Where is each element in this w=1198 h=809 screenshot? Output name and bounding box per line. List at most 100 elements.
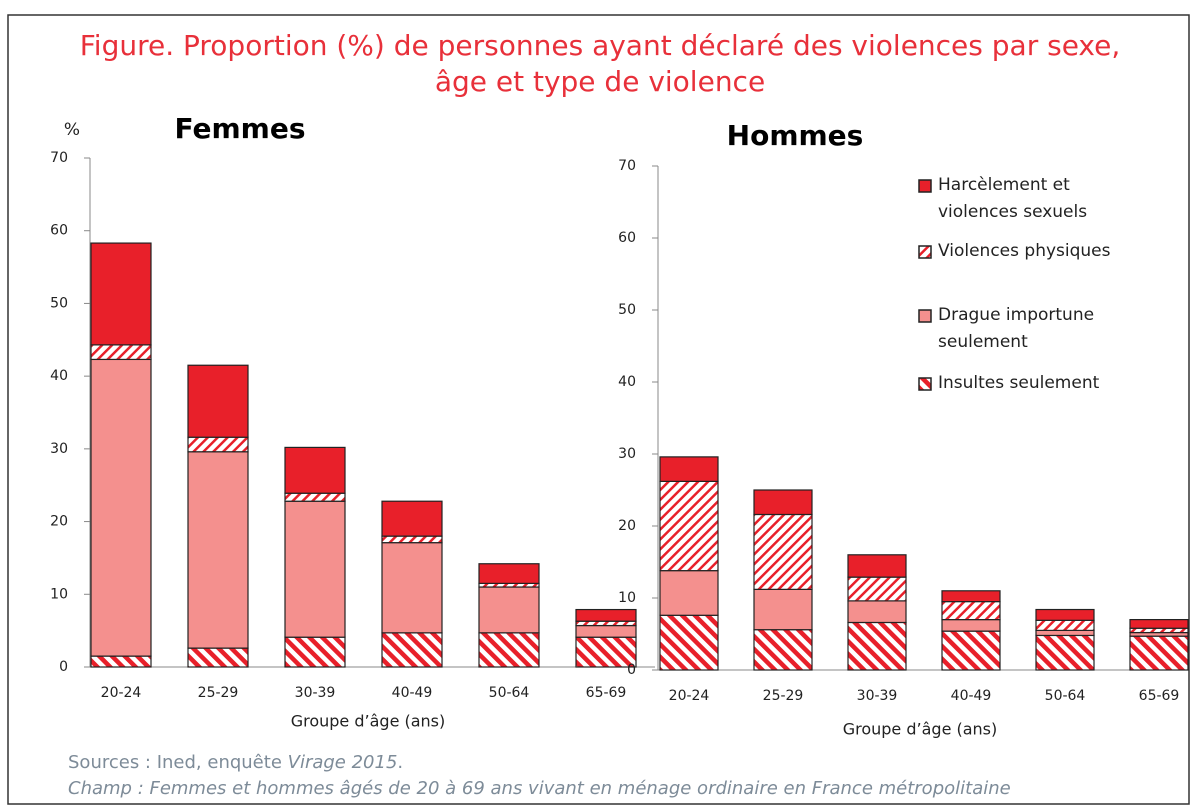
bar-segment [284, 492, 346, 502]
y-tick-label: 0 [59, 659, 68, 675]
legend-label: Insultes seulement [938, 373, 1100, 393]
legend-label: Harcèlement et violences sexuels [938, 175, 1088, 222]
bar-segment [847, 621, 907, 671]
bar-segment [1035, 608, 1095, 621]
legend-swatch [918, 179, 932, 193]
x-tick-label: 30-39 [295, 685, 336, 701]
bar-segment [847, 600, 907, 624]
x-tick-label: 50-64 [1045, 688, 1086, 704]
bar-segment [575, 608, 637, 622]
bar-segment [187, 364, 249, 438]
bar-segment [284, 636, 346, 668]
y-tick-label: 60 [618, 230, 636, 246]
bar-segment [941, 590, 1001, 603]
legend-swatch [918, 245, 932, 259]
y-tick-label: 50 [618, 302, 636, 318]
x-tick-label: 65-69 [586, 685, 627, 701]
x-tick-label: 20-24 [669, 688, 710, 704]
y-tick-label: 70 [618, 158, 636, 174]
bar-segment [478, 632, 540, 668]
title: Figure. Proportion (%) de personnes ayan… [80, 29, 1121, 62]
legend-swatch [918, 377, 932, 391]
bar-segment [1129, 627, 1189, 634]
bar-segment [187, 647, 249, 668]
x-tick-label: 50-64 [489, 685, 530, 701]
champ: Champ : Femmes et hommes âgés de 20 à 69… [68, 778, 1011, 799]
x-tick-label: 40-49 [392, 685, 433, 701]
bar-segment [847, 576, 907, 602]
sources-text: Sources : Ined, enquête [68, 752, 288, 773]
legend-entry: Insultes seulement [918, 370, 1148, 397]
bar-segment [659, 570, 719, 616]
bar-segment [941, 618, 1001, 632]
x-tick-label: 30-39 [857, 688, 898, 704]
x-tick-label: 25-29 [198, 685, 239, 701]
legend-swatch [918, 179, 932, 193]
chart-title: Femmes [175, 112, 306, 145]
y-tick-label: 50 [50, 295, 68, 311]
bar-segment [575, 636, 637, 668]
bar-segment [187, 436, 249, 453]
frame [7, 14, 1190, 805]
bar-segment [478, 563, 540, 584]
x-axis-label: Groupe d’âge (ans) [843, 720, 998, 739]
legend-swatch [918, 309, 932, 323]
y-axis-label: % [64, 120, 80, 140]
bar-segment [941, 630, 1001, 671]
chart-title: Hommes [727, 119, 864, 152]
bar-segment [659, 614, 719, 671]
x-tick-label: 40-49 [951, 688, 992, 704]
bar-segment [575, 620, 637, 627]
bar-segment [90, 242, 152, 346]
bar-segment [1035, 629, 1095, 637]
bar-segment [1129, 618, 1189, 629]
bar-segment [381, 535, 443, 544]
bar-segment [753, 588, 813, 631]
bar-segment [1035, 634, 1095, 671]
bar-segment [90, 655, 152, 668]
bar-segment [187, 451, 249, 649]
bar-segment [1129, 635, 1189, 671]
y-tick-label: 70 [50, 150, 68, 166]
bar-segment [478, 586, 540, 634]
x-tick-label: 65-69 [1139, 688, 1180, 704]
y-tick-label: 20 [618, 518, 636, 534]
x-tick-label: 25-29 [763, 688, 804, 704]
legend-entry: Violences physiques [918, 238, 1148, 265]
legend-label: Violences physiques [938, 241, 1111, 261]
bar-segment [284, 500, 346, 638]
bar-segment [659, 480, 719, 572]
y-tick-label: 30 [618, 446, 636, 462]
bar-segment [381, 500, 443, 537]
bar-segment [753, 513, 813, 590]
sources-text: Virage 2015 [287, 752, 398, 773]
bar-segment [90, 358, 152, 657]
bar-segment [753, 489, 813, 516]
legend-swatch [918, 245, 932, 259]
bar-segment [847, 554, 907, 578]
y-tick-label: 10 [50, 586, 68, 602]
y-tick-label: 40 [50, 368, 68, 384]
x-axis-label: Groupe d’âge (ans) [291, 712, 446, 731]
bar-segment [941, 600, 1001, 621]
y-tick-label: 40 [618, 374, 636, 390]
bar-segment [753, 629, 813, 671]
legend-entry: Drague importune seulement [918, 302, 1148, 356]
bar-segment [381, 632, 443, 668]
sources: Sources : Ined, enquête Virage 2015. [68, 752, 403, 773]
bar-segment [90, 344, 152, 361]
bar-segment [284, 446, 346, 494]
bar-segment [1035, 619, 1095, 632]
y-tick-label: 10 [618, 590, 636, 606]
y-tick-label: 60 [50, 223, 68, 239]
y-tick-label: 30 [50, 441, 68, 457]
legend-label: Drague importune seulement [938, 305, 1095, 352]
x-tick-label: 20-24 [101, 685, 142, 701]
sources-text: . [397, 752, 404, 773]
legend-swatch [918, 377, 932, 391]
bar-segment [659, 456, 719, 482]
title: âge et type de violence [435, 65, 765, 98]
y-tick-label: 20 [50, 514, 68, 530]
